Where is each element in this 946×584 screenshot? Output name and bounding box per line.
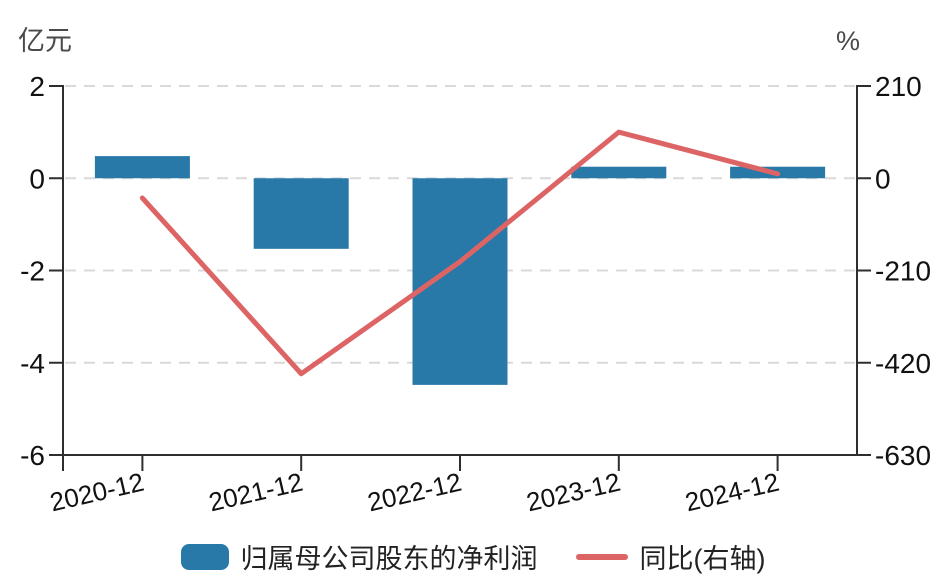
- x-axis-tick-label: 2020-12: [47, 467, 147, 518]
- right-axis-unit-label: %: [835, 26, 860, 56]
- right-axis-tick-label: -420: [875, 348, 931, 379]
- right-axis-tick-label: 0: [875, 163, 891, 194]
- bar-series-swatch-icon: [180, 543, 229, 570]
- legend-label-yoy: 同比(右轴): [639, 544, 766, 574]
- left-axis-tick-label: -2: [20, 256, 45, 287]
- x-axis-tick-label: 2024-12: [682, 467, 782, 518]
- x-axis-tick-label: 2023-12: [523, 467, 623, 518]
- yoy-line: [139, 129, 781, 377]
- left-axis-tick-label: -6: [20, 440, 45, 471]
- left-axis-tick-label: 2: [29, 71, 45, 102]
- line-series-swatch-icon: [575, 553, 628, 560]
- bar-2022-12: [412, 178, 508, 385]
- right-axis-tick-label: 210: [875, 71, 922, 102]
- right-axis-tick-label: -210: [875, 256, 931, 287]
- bar-2023-12: [571, 166, 667, 179]
- x-axis-tick-label: 2022-12: [365, 467, 465, 518]
- legend-item-net-profit: 归属母公司股东的净利润: [180, 537, 538, 576]
- bar-2021-12: [253, 178, 349, 249]
- x-axis-tick-label: 2021-12: [206, 467, 306, 518]
- right-axis-tick-label: -630: [875, 440, 931, 471]
- chart-legend: 归属母公司股东的净利润 同比(右轴): [0, 537, 946, 576]
- legend-item-yoy: 同比(右轴): [575, 537, 766, 576]
- left-axis-unit-label: 亿元: [18, 26, 72, 56]
- left-axis-tick-label: 0: [29, 163, 45, 194]
- left-axis-tick-label: -4: [20, 348, 45, 379]
- bar-2020-12: [94, 156, 190, 179]
- legend-label-net-profit: 归属母公司股东的净利润: [240, 544, 538, 574]
